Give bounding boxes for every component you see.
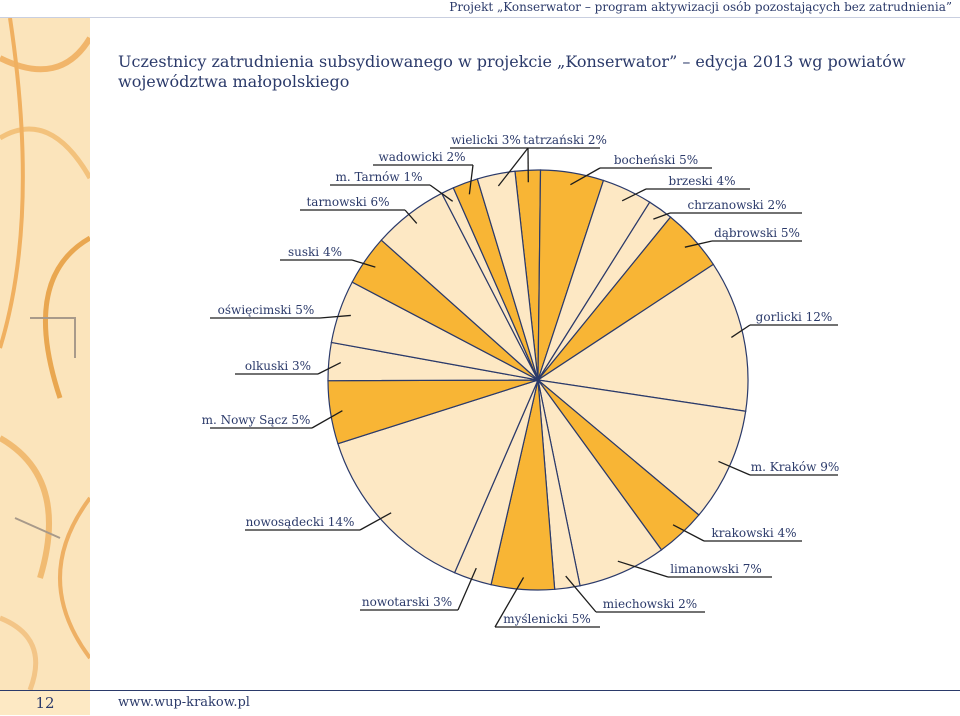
slice-label: m. Kraków 9% [751,460,839,474]
slice-label: m. Nowy Sącz 5% [202,413,311,427]
pie-chart: tatrzański 2% bocheński 5% brzeski 4% chrza… [90,118,960,690]
slice-label: nowotarski 3% [362,595,452,609]
slice-label: olkuski 3% [245,359,311,373]
slice-label: krakowski 4% [711,526,796,540]
slice-label: tarnowski 6% [306,195,389,209]
header-project-title: Projekt „Konserwator – program aktywizac… [449,0,952,14]
slice-label: wielicki 3% [451,133,521,147]
slice-label: miechowski 2% [603,597,697,611]
page-number: 12 [0,691,90,715]
slice-label: suski 4% [288,245,342,259]
slice-label: chrzanowski 2% [687,198,786,212]
slice-label: bocheński 5% [614,153,698,167]
chart-area: tatrzański 2% bocheński 5% brzeski 4% chrza… [90,118,960,690]
decorative-pattern [0,18,90,690]
website-link[interactable]: www.wup-krakow.pl [118,695,250,710]
slice-label: oświęcimski 5% [218,303,315,317]
slice-label: brzeski 4% [669,174,736,188]
slice-label: m. Tarnów 1% [335,170,422,184]
decorative-side-panel [0,18,90,690]
slice-label: limanowski 7% [670,562,762,576]
slice-label: dąbrowski 5% [714,226,800,240]
slice-label: nowosądecki 14% [246,515,355,529]
chart-title: Uczestnicy zatrudnienia subsydiowanego w… [118,52,918,92]
footer: 12 www.wup-krakow.pl [0,690,960,716]
slice-label: wadowicki 2% [378,150,465,164]
slice-label: gorlicki 12% [756,310,833,324]
slice-label: tatrzański 2% [523,133,607,147]
slice-label: myślenicki 5% [503,612,591,626]
